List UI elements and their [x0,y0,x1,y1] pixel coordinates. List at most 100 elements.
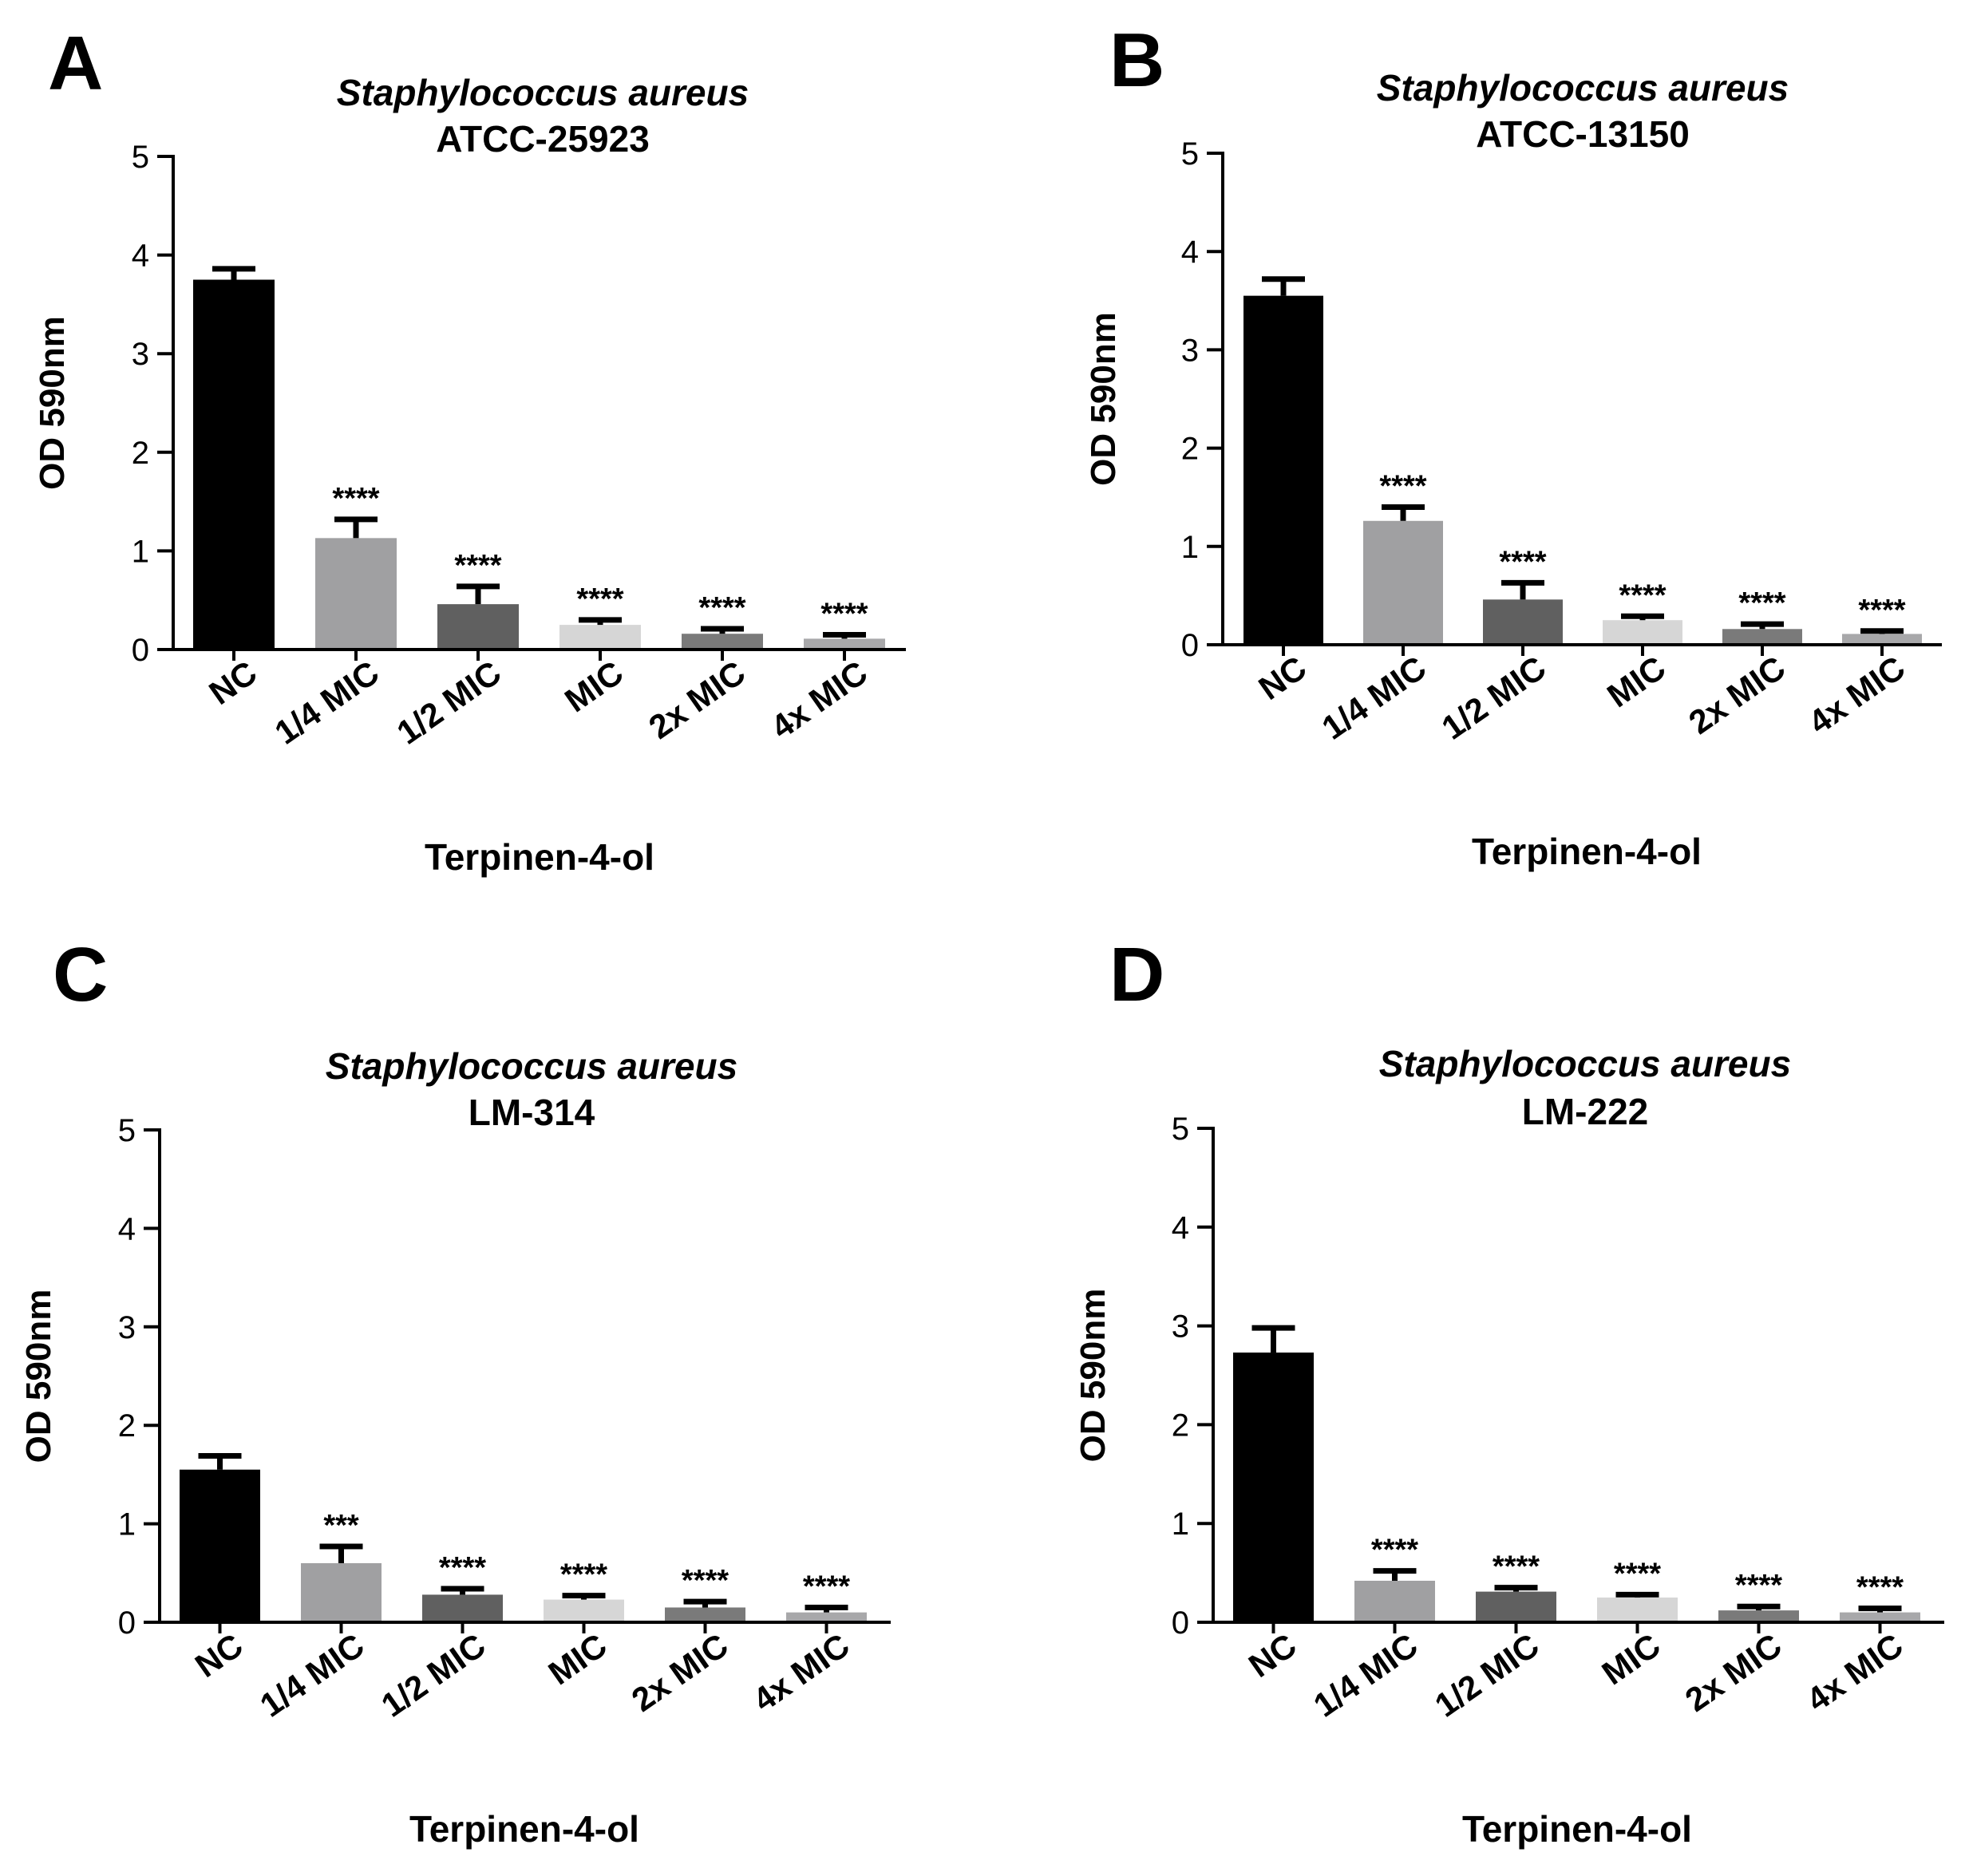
y-tick-label: 1 [118,1507,136,1542]
bar [682,634,763,650]
x-axis-label: Terpinen-4-ol [1472,831,1702,872]
y-tick-label: 0 [118,1605,136,1641]
y-tick-label: 3 [118,1310,136,1345]
x-tick-label: 1/4 MIC [268,654,385,752]
x-axis-label: Terpinen-4-ol [409,1808,639,1850]
x-tick-label: 4x MIC [746,1626,856,1719]
x-tick-label: 1/2 MIC [390,654,508,752]
bar [804,638,885,650]
x-tick-label: 2x MIC [1682,649,1792,741]
x-tick-label: 4x MIC [1800,1626,1910,1719]
bar [786,1612,867,1622]
panel-c: C Staphylococcus aureus LM-314 OD 590nm Terp… [19,932,891,1850]
bar [559,625,641,650]
panel-letter: B [1109,18,1164,103]
y-tick-label: 4 [1181,235,1199,270]
significance-label: **** [332,482,379,515]
bar [422,1594,503,1622]
significance-label: **** [560,1558,607,1592]
bar [1603,620,1682,645]
bar [193,279,275,650]
y-tick-label: 2 [118,1408,136,1444]
x-tick-label: MIC [1600,649,1672,715]
panel-letter: A [48,21,103,106]
chart-title-species: Staphylococcus aureus [337,72,749,113]
bar [1483,599,1563,645]
significance-label: **** [682,1564,729,1598]
significance-label: **** [1619,579,1666,612]
x-tick-label: 2x MIC [625,1626,735,1719]
panel-letter: D [1109,932,1164,1017]
x-tick-label: 4x MIC [764,654,874,746]
panel-d: D Staphylococcus aureus LM-222 OD 590nm Terp… [1073,932,1944,1850]
significance-label: **** [1738,586,1785,620]
chart-title-species: Staphylococcus aureus [1379,1043,1791,1084]
y-tick-label: 1 [1181,530,1199,565]
bar [1233,1353,1314,1622]
bar [180,1469,260,1622]
y-tick-label: 4 [132,239,149,274]
x-tick-label: 1/2 MIC [374,1626,492,1724]
bar [437,604,519,650]
x-tick-label: 1/2 MIC [1428,1626,1545,1724]
bar [1363,520,1443,645]
bar [1840,1612,1920,1622]
y-tick-label: 2 [1172,1408,1189,1443]
y-axis-label: OD 590nm [1084,312,1123,486]
significance-label: *** [323,1509,359,1542]
chart-title-strain: LM-314 [469,1092,595,1133]
significance-label: **** [1499,545,1546,579]
x-tick-label: 1/4 MIC [1315,649,1433,747]
bar [1243,295,1323,645]
x-tick-label: 1/4 MIC [253,1626,370,1724]
x-tick-label: 2x MIC [642,654,752,746]
y-tick-label: 1 [1172,1507,1189,1542]
significance-label: **** [1379,470,1426,504]
significance-label: **** [820,597,868,630]
bar [1476,1591,1556,1622]
x-tick-label: 2x MIC [1678,1626,1789,1719]
x-tick-label: MIC [542,1626,614,1692]
bar [544,1599,624,1622]
bar [1722,629,1802,645]
significance-label: **** [1856,1571,1904,1605]
y-tick-label: 0 [132,633,149,668]
significance-label: **** [803,1570,850,1603]
y-tick-label: 0 [1181,628,1199,663]
significance-label: **** [1735,1569,1782,1602]
y-tick-label: 1 [132,534,149,569]
chart-title-species: Staphylococcus aureus [1377,67,1789,109]
y-tick-label: 2 [132,436,149,471]
bar [665,1607,745,1622]
chart-title-strain: ATCC-13150 [1476,113,1690,155]
y-tick-label: 5 [132,140,149,175]
x-tick-label: MIC [1595,1626,1667,1692]
y-tick-label: 3 [1181,333,1199,368]
x-tick-label: 4x MIC [1801,649,1912,741]
x-tick-label: 1/4 MIC [1307,1626,1424,1724]
x-tick-label: NC [188,1626,250,1684]
y-tick-label: 4 [118,1211,136,1246]
bar [315,538,397,650]
significance-label: **** [1493,1550,1540,1584]
panel-letter: C [53,932,108,1017]
y-axis-label: OD 590nm [19,1290,58,1463]
significance-label: **** [1614,1557,1661,1590]
bar [1597,1598,1678,1622]
significance-label: **** [454,549,501,583]
bar [1354,1581,1435,1622]
y-axis-label: OD 590nm [1073,1289,1113,1463]
significance-label: **** [439,1551,486,1585]
x-axis-label: Terpinen-4-ol [1462,1808,1692,1850]
y-tick-label: 5 [1181,136,1199,172]
significance-label: **** [1858,594,1905,627]
bar [1842,634,1922,645]
panel-a: A Staphylococcus aureus ATCC-25923 OD 590nm… [33,21,906,878]
y-tick-label: 3 [1172,1309,1189,1345]
x-tick-label: 1/2 MIC [1435,649,1552,747]
x-tick-label: MIC [558,654,630,720]
x-tick-label: NC [203,654,264,712]
significance-label: **** [576,583,623,616]
